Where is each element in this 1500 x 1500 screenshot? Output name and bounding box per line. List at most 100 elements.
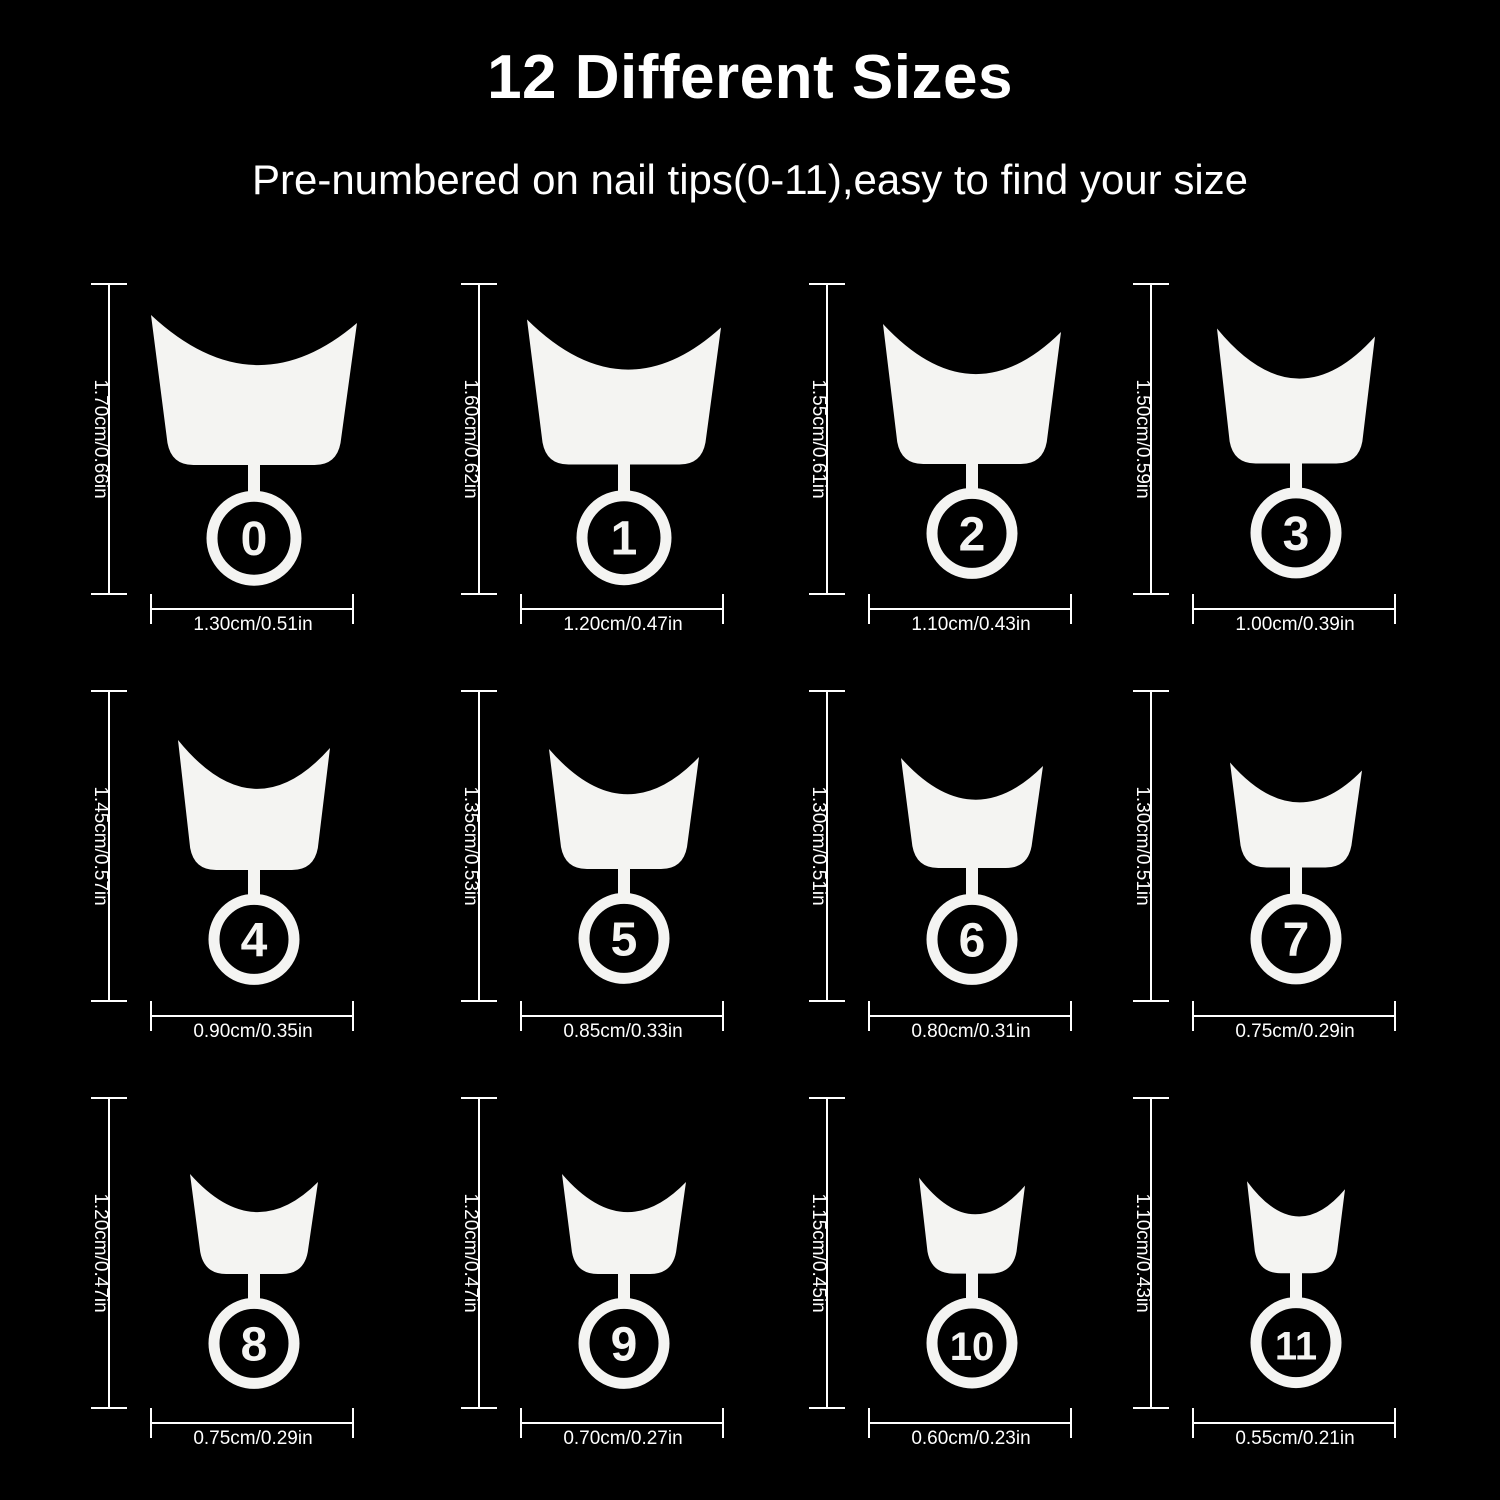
length-measure-line — [461, 690, 497, 692]
nail-tip-body — [1217, 328, 1375, 464]
size-number-ring — [208, 1297, 300, 1389]
length-measure-line — [826, 283, 828, 595]
length-measure-line — [1150, 283, 1152, 595]
width-measure-line — [520, 1422, 724, 1424]
nail-tip-illustration: 8 — [190, 1174, 318, 1389]
nail-tip-body — [178, 740, 330, 870]
width-measure-line — [1192, 1408, 1194, 1438]
nail-tip-illustration: 11 — [1247, 1181, 1345, 1389]
nail-tip-illustration: 1 — [527, 319, 721, 586]
width-label: 1.30cm/0.51in — [193, 614, 313, 635]
size-number-ring — [1250, 893, 1342, 985]
page-title: 12 Different Sizes — [487, 43, 1013, 112]
width-measure-line — [520, 608, 724, 610]
length-measure-line — [91, 690, 127, 692]
length-measure-line — [461, 1097, 497, 1099]
nail-tip-body — [151, 315, 357, 465]
width-label: 0.80cm/0.31in — [911, 1021, 1031, 1042]
width-measure-line — [868, 1001, 870, 1031]
width-measure-line — [520, 1015, 724, 1017]
length-measure-line — [461, 1407, 497, 1409]
width-label: 0.75cm/0.29in — [193, 1428, 313, 1449]
length-measure-line — [1133, 1000, 1169, 1002]
length-measure-line — [478, 690, 480, 1002]
width-label: 1.00cm/0.39in — [1235, 614, 1355, 635]
length-measure-line — [809, 283, 845, 285]
size-number: 7 — [1283, 914, 1310, 967]
tip-size-0: 1.70cm/0.66in 1.30cm/0.51in 0 — [88, 283, 428, 683]
width-label: 1.10cm/0.43in — [911, 614, 1031, 635]
width-measure-line — [868, 1015, 1072, 1017]
length-measure-line — [461, 1000, 497, 1002]
length-measure-line — [1133, 283, 1169, 285]
length-measure-line — [91, 283, 127, 285]
width-measure-line — [1192, 594, 1194, 624]
nail-tip-body — [901, 758, 1043, 868]
width-measure-line — [868, 1408, 870, 1438]
width-measure-line — [1394, 1408, 1396, 1438]
width-measure-line — [868, 594, 870, 624]
length-measure-line — [809, 1097, 845, 1099]
size-number: 0 — [241, 513, 268, 566]
nail-tip-body — [1247, 1181, 1345, 1274]
length-measure-line — [478, 283, 480, 595]
nail-tip-illustration: 9 — [562, 1174, 686, 1389]
size-number: 6 — [959, 914, 986, 967]
size-number-ring — [578, 892, 670, 984]
nail-tip-illustration: 5 — [549, 749, 699, 984]
width-label: 0.55cm/0.21in — [1235, 1428, 1355, 1449]
width-measure-line — [520, 1408, 522, 1438]
nail-tip-body — [1230, 762, 1362, 868]
width-measure-line — [722, 1408, 724, 1438]
size-number: 5 — [611, 913, 638, 966]
length-measure-line — [809, 593, 845, 595]
width-measure-line — [352, 594, 354, 624]
width-measure-line — [1394, 1001, 1396, 1031]
length-measure-line — [91, 1097, 127, 1099]
size-number-ring — [926, 487, 1018, 579]
width-measure-line — [868, 608, 1072, 610]
length-measure-line — [1133, 1407, 1169, 1409]
length-measure-line — [1150, 1097, 1152, 1409]
width-measure-line — [150, 1001, 152, 1031]
tip-size-1: 1.60cm/0.62in 1.20cm/0.47in 1 — [458, 283, 798, 683]
nail-tip-body — [527, 319, 721, 465]
width-label: 0.85cm/0.33in — [563, 1021, 683, 1042]
size-number-ring — [576, 490, 672, 586]
size-number: 2 — [959, 508, 986, 561]
width-measure-line — [520, 594, 522, 624]
length-measure-line — [91, 1000, 127, 1002]
nail-tip-body — [190, 1174, 318, 1274]
page-subtitle: Pre-numbered on nail tips(0-11),easy to … — [251, 156, 1249, 203]
width-measure-line — [722, 1001, 724, 1031]
nail-tip-illustration: 3 — [1217, 328, 1375, 579]
tip-size-8: 1.20cm/0.47in 0.75cm/0.29in 8 — [88, 1097, 428, 1497]
width-measure-line — [352, 1001, 354, 1031]
tip-size-7: 1.30cm/0.51in 0.75cm/0.29in 7 — [1130, 690, 1470, 1090]
length-measure-line — [809, 690, 845, 692]
length-measure-line — [461, 283, 497, 285]
width-measure-line — [1192, 1422, 1396, 1424]
size-number-ring — [926, 1297, 1018, 1389]
nail-tip-illustration: 0 — [151, 315, 357, 586]
width-measure-line — [1394, 594, 1396, 624]
length-measure-line — [1133, 1097, 1169, 1099]
width-measure-line — [150, 608, 354, 610]
length-measure-line — [1133, 690, 1169, 692]
nail-tip-illustration: 2 — [883, 324, 1061, 579]
size-number-ring — [578, 1297, 670, 1389]
size-number: 3 — [1283, 508, 1310, 561]
nail-tip-illustration: 6 — [901, 758, 1043, 985]
size-number: 1 — [611, 513, 638, 566]
tip-size-9: 1.20cm/0.47in 0.70cm/0.27in 9 — [458, 1097, 798, 1497]
width-measure-line — [150, 594, 152, 624]
tip-size-2: 1.55cm/0.61in 1.10cm/0.43in 2 — [806, 283, 1146, 683]
length-measure-line — [108, 690, 110, 1002]
nail-tip-body — [883, 324, 1061, 464]
nail-tip-body — [919, 1177, 1025, 1274]
size-number: 9 — [611, 1318, 638, 1371]
size-number-ring — [208, 893, 300, 985]
size-number-ring — [206, 490, 302, 586]
size-number: 4 — [241, 914, 268, 967]
width-measure-line — [150, 1015, 354, 1017]
